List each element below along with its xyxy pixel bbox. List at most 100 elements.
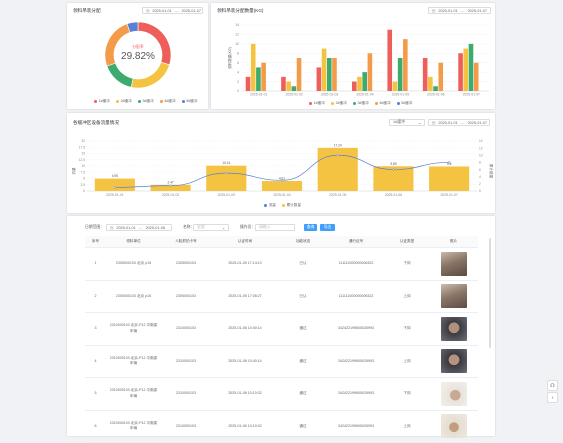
bar[interactable] bbox=[367, 53, 373, 91]
table-row[interactable]: 3 2310000103 北京-P12 平衡梁车辆 2310000103 202… bbox=[85, 312, 478, 346]
line-point[interactable] bbox=[392, 168, 395, 171]
table-row[interactable]: 6 2310000103 北京-P12 平衡梁车辆 2310000103 202… bbox=[85, 410, 478, 443]
line-point[interactable] bbox=[447, 161, 451, 164]
column-header[interactable]: 领料单位 bbox=[106, 236, 161, 248]
legend-item[interactable]: 5#缓冲 bbox=[181, 99, 197, 104]
pie-slice[interactable] bbox=[126, 21, 139, 33]
bar[interactable] bbox=[458, 53, 463, 91]
bar[interactable] bbox=[281, 76, 286, 91]
bar[interactable] bbox=[296, 58, 302, 91]
bar[interactable] bbox=[357, 76, 362, 91]
legend-item[interactable]: 5#缓冲 bbox=[396, 101, 412, 106]
legend-item[interactable]: 4#缓冲 bbox=[374, 101, 391, 106]
line-point[interactable] bbox=[280, 179, 284, 182]
line-point[interactable] bbox=[336, 154, 339, 157]
column-header[interactable]: 认证类型 bbox=[385, 236, 429, 248]
export-button[interactable]: 导出 bbox=[320, 224, 335, 231]
column-header[interactable]: 照片 bbox=[429, 236, 478, 248]
table-row[interactable]: 2 2305000103 北京 p15 2305000103 2025-01-0… bbox=[85, 280, 478, 313]
x-tick-label: 2025-01-06 bbox=[385, 193, 402, 197]
legend-item[interactable]: 流量 bbox=[264, 203, 276, 208]
pie-date-range[interactable]: ◷ 2025-01-01 — 2025-01-07 bbox=[142, 7, 203, 14]
bar[interactable] bbox=[433, 86, 438, 91]
buffer-select[interactable]: 1#缓冲 ⌄ bbox=[389, 119, 425, 126]
face-photo[interactable] bbox=[440, 349, 467, 374]
face-photo[interactable] bbox=[440, 284, 467, 309]
bar[interactable] bbox=[468, 43, 474, 91]
bar-date-range[interactable]: ◷ 2025-01-01 — 2025-01-07 bbox=[428, 7, 491, 14]
bar[interactable] bbox=[352, 81, 357, 91]
bar[interactable] bbox=[422, 58, 428, 91]
bar[interactable] bbox=[150, 184, 191, 191]
bar[interactable] bbox=[387, 29, 393, 91]
bar[interactable] bbox=[362, 72, 367, 91]
face-photo[interactable] bbox=[440, 316, 467, 341]
flow-card: 各缓冲区设备流量情况 1#缓冲 ⌄ ◷ 2025-01-01 — 2025-01… bbox=[67, 113, 495, 213]
table-row[interactable]: 4 2310000103 北京-P12 平衡梁车辆 2310000103 202… bbox=[85, 345, 478, 378]
bar[interactable] bbox=[316, 67, 322, 91]
bar[interactable] bbox=[256, 67, 261, 91]
flow-date-range[interactable]: ◷ 2025-01-01 — 2025-01-07 bbox=[428, 119, 490, 126]
cell-status: 通过 bbox=[279, 410, 327, 443]
line-point[interactable] bbox=[225, 171, 228, 175]
pie-slice[interactable] bbox=[130, 61, 170, 89]
face-photo[interactable] bbox=[440, 251, 467, 276]
bar[interactable] bbox=[392, 81, 398, 91]
cell-status: 通过 bbox=[279, 345, 327, 378]
bar[interactable] bbox=[206, 165, 247, 191]
bar[interactable] bbox=[245, 76, 251, 91]
line-point[interactable] bbox=[169, 184, 172, 187]
column-header[interactable]: 功能状态 bbox=[279, 236, 327, 248]
table-row[interactable]: 5 2310000103 北京-P12 平衡梁车辆 2310000103 202… bbox=[85, 377, 478, 411]
legend-label: 累计数量 bbox=[286, 203, 301, 207]
column-header[interactable]: 序号 bbox=[85, 236, 106, 248]
bar[interactable] bbox=[94, 178, 135, 191]
bar[interactable] bbox=[429, 166, 470, 192]
bar[interactable] bbox=[286, 81, 291, 91]
bar[interactable] bbox=[397, 58, 403, 91]
name-select[interactable]: 全部 ⌄ bbox=[193, 224, 229, 231]
legend-item[interactable]: 累计数量 bbox=[281, 203, 301, 208]
bar[interactable] bbox=[291, 86, 297, 91]
calendar-icon: ◷ bbox=[110, 226, 114, 230]
legend-item[interactable]: 2#缓冲 bbox=[115, 99, 132, 104]
table-row[interactable]: 1 2305000103 北京 p15 2305000103 2025-01-0… bbox=[85, 247, 478, 281]
flow-date-sep: — bbox=[460, 120, 465, 125]
bar[interactable] bbox=[428, 76, 433, 91]
bar[interactable] bbox=[332, 58, 337, 91]
y-tick-label: 2 bbox=[237, 80, 239, 84]
bar[interactable] bbox=[261, 180, 303, 191]
table-scrollbar[interactable] bbox=[489, 238, 491, 348]
bar[interactable] bbox=[438, 62, 444, 91]
search-button[interactable]: 查询 bbox=[304, 224, 317, 231]
legend-item[interactable]: 3#缓冲 bbox=[352, 101, 369, 106]
buffer-select-value: 1#缓冲 bbox=[393, 120, 405, 124]
face-photo[interactable] bbox=[440, 414, 467, 439]
filter-date-range[interactable]: ◷ 2025-01-01 — 2025-01-08 bbox=[106, 224, 172, 231]
legend-item[interactable]: 2#缓冲 bbox=[330, 101, 347, 106]
column-header[interactable]: 人脸抓拍卡号 bbox=[161, 236, 211, 248]
legend-item[interactable]: 4#缓冲 bbox=[159, 99, 176, 104]
column-header[interactable]: 认证时间 bbox=[211, 236, 279, 248]
bar[interactable] bbox=[403, 39, 408, 91]
x-tick-label: 2025-01-07 bbox=[463, 93, 480, 97]
legend-item[interactable]: 1#缓冲 bbox=[94, 99, 110, 104]
cell-pass: 342422199605026993 bbox=[327, 410, 385, 443]
bar[interactable] bbox=[321, 48, 327, 91]
bar[interactable] bbox=[250, 43, 256, 91]
bar[interactable] bbox=[326, 58, 332, 91]
collapse-icon[interactable]: ‹ bbox=[547, 392, 558, 403]
bar[interactable] bbox=[463, 48, 469, 91]
column-header[interactable]: 通行证号 bbox=[327, 236, 385, 248]
pie-slice[interactable] bbox=[106, 62, 134, 88]
bar[interactable] bbox=[261, 62, 266, 91]
legend-item[interactable]: 3#缓冲 bbox=[137, 99, 154, 104]
y-tick-label: 0 bbox=[237, 89, 239, 93]
bar[interactable] bbox=[473, 62, 479, 91]
support-icon[interactable]: ☊ bbox=[547, 380, 558, 391]
face-photo[interactable] bbox=[440, 381, 467, 406]
x-tick-label: 2025-01-01 bbox=[250, 93, 267, 97]
line-point[interactable] bbox=[113, 186, 117, 189]
legend-item[interactable]: 1#缓冲 bbox=[309, 101, 325, 106]
person-input[interactable]: 请输入 bbox=[255, 224, 295, 231]
